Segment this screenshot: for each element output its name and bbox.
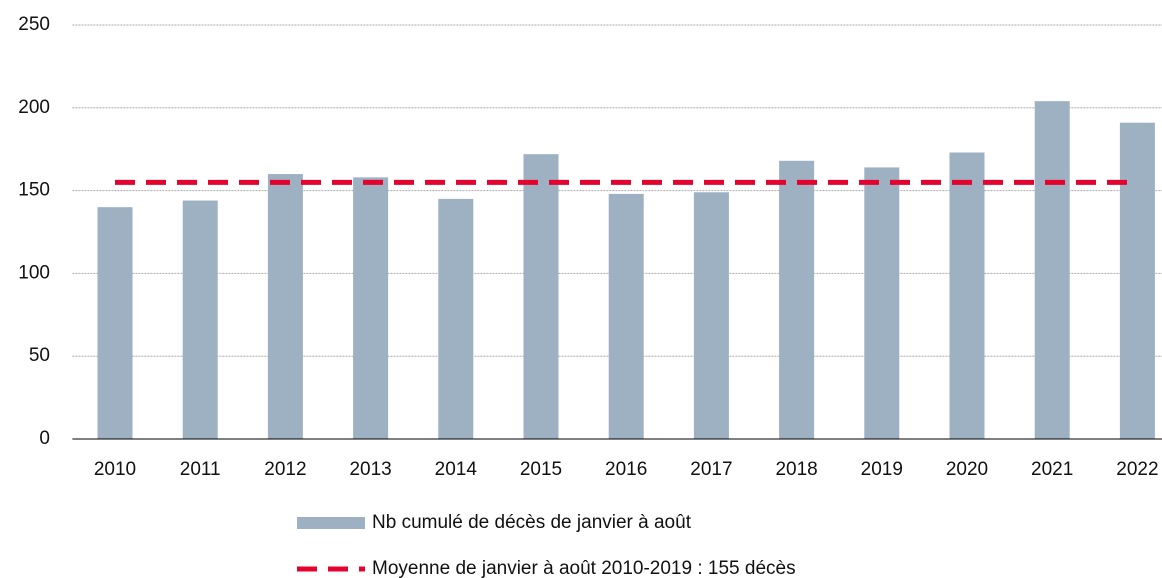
legend-swatch [297,517,365,529]
x-tick-label: 2010 [94,459,136,480]
legend-label: Moyenne de janvier à août 2010-2019 : 15… [372,558,796,578]
bar [438,198,474,439]
x-tick-label: 2013 [349,459,391,480]
x-tick-label: 2014 [435,459,478,480]
y-tick-label: 150 [18,180,50,201]
bar [608,193,644,439]
bar [1034,101,1070,440]
y-tick-label: 200 [18,97,50,118]
bar [779,160,815,440]
legend-label: Nb cumulé de décès de janvier à août [372,512,692,533]
bar [353,177,389,440]
bar [523,154,559,439]
x-tick-label: 2016 [605,459,647,480]
x-tick-label: 2019 [861,459,903,480]
x-tick-label: 2012 [264,459,306,480]
bar [693,192,729,439]
y-tick-label: 100 [18,262,50,283]
bar [1119,122,1155,439]
x-tick-label: 2021 [1031,459,1073,480]
y-tick-label: 0 [39,428,50,449]
x-tick-label: 2018 [775,459,817,480]
bar [267,174,303,440]
x-tick-label: 2017 [690,459,732,480]
y-tick-label: 50 [29,345,50,366]
bar [949,152,985,439]
bar [864,167,900,439]
y-tick-label: 250 [18,14,50,35]
x-tick-label: 2011 [180,459,221,480]
bar [182,200,218,439]
x-tick-label: 2022 [1116,459,1158,480]
x-tick-label: 2015 [520,459,562,480]
x-tick-label: 2020 [946,459,988,480]
bar [97,207,133,439]
